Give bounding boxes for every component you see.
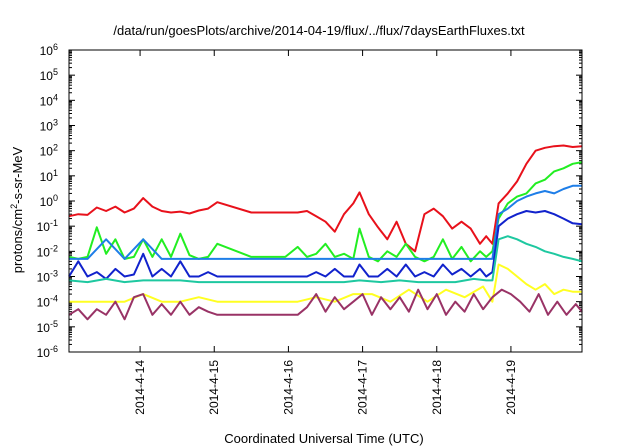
series-line-0 (68, 144, 583, 253)
y-axis-label-main: protons/cm (10, 209, 25, 273)
chart-title: /data/run/goesPlots/archive/2014-04-19/f… (113, 23, 525, 38)
plot-frame (68, 49, 583, 353)
series-line-3 (68, 210, 583, 280)
y-tick-label-6: 100 (40, 193, 58, 209)
x-axis-label: Coordinated Universal Time (UTC) (224, 431, 423, 446)
y-tick-label-12: 106 (40, 42, 58, 58)
y-axis-ticks: 10-6 10-5 10-4 10-3 10-2 10-1 100 101 102 103 104 1… (37, 42, 582, 360)
series-line-6 (68, 288, 583, 321)
x-tick-label-1: 2014-4-15 (207, 360, 221, 415)
series-line-2 (69, 184, 582, 260)
x-tick-label-2: 2014-4-16 (281, 360, 295, 415)
series-line-4 (68, 235, 583, 284)
y-tick-label-4: 10-2 (37, 243, 58, 259)
x-tick-label-5: 2014-4-19 (504, 360, 518, 415)
y-tick-label-9: 103 (40, 118, 58, 134)
x-tick-label-3: 2014-4-17 (356, 360, 370, 415)
svg-text:protons/cm2-s-sr-MeV: protons/cm2-s-sr-MeV (9, 146, 25, 273)
y-tick-label-1: 10-5 (37, 319, 58, 335)
y-tick-label-5: 10-1 (37, 218, 58, 234)
series-line-5 (69, 263, 582, 303)
x-tick-label-0: 2014-4-14 (133, 360, 147, 415)
y-axis-label-sup: 2 (9, 204, 19, 209)
x-tick-label-4: 2014-4-18 (430, 360, 444, 415)
y-tick-label-8: 102 (40, 143, 58, 159)
y-tick-label-0: 10-6 (37, 344, 58, 360)
y-axis-label: protons/cm2-s-sr-MeV (9, 146, 25, 273)
y-tick-label-7: 101 (40, 168, 58, 184)
x-axis-ticks: 2014-4-14 2014-4-15 2014-4-16 2014-4-17 2014… (133, 50, 518, 415)
y-tick-label-10: 104 (40, 92, 58, 108)
series-line-1 (68, 161, 583, 263)
y-axis-label-rest: -s-sr-MeV (10, 146, 25, 203)
y-tick-label-2: 10-4 (37, 294, 58, 310)
series-lines (68, 144, 583, 321)
y-tick-label-11: 105 (40, 67, 58, 83)
y-tick-label-3: 10-3 (37, 269, 58, 285)
